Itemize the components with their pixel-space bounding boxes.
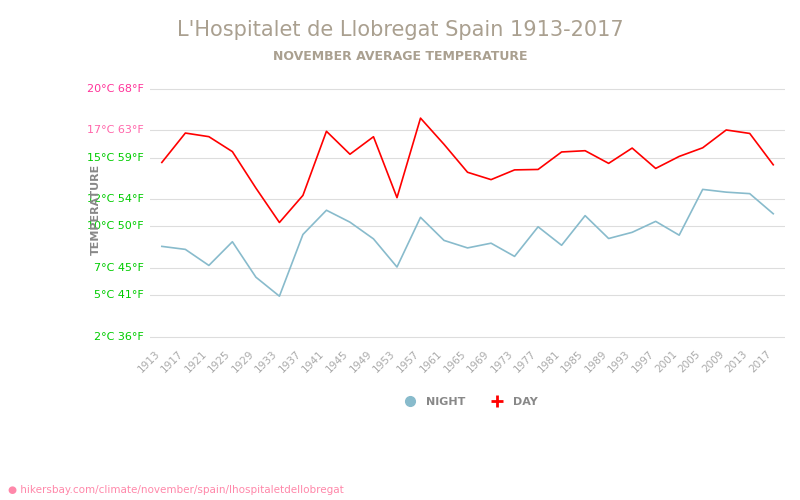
Text: 20°C 68°F: 20°C 68°F — [87, 84, 144, 94]
Text: 15°C 59°F: 15°C 59°F — [87, 152, 144, 162]
Text: NOVEMBER AVERAGE TEMPERATURE: NOVEMBER AVERAGE TEMPERATURE — [273, 50, 527, 63]
Text: TEMPERATURE: TEMPERATURE — [91, 164, 101, 255]
Text: 2°C 36°F: 2°C 36°F — [94, 332, 144, 342]
Text: 7°C 45°F: 7°C 45°F — [94, 262, 144, 272]
Legend: NIGHT, DAY: NIGHT, DAY — [392, 392, 542, 412]
Text: L'Hospitalet de Llobregat Spain 1913-2017: L'Hospitalet de Llobregat Spain 1913-201… — [177, 20, 623, 40]
Text: 5°C 41°F: 5°C 41°F — [94, 290, 144, 300]
Text: 17°C 63°F: 17°C 63°F — [87, 125, 144, 135]
Text: ● hikersbay.com/climate/november/spain/lhospitaletdellobregat: ● hikersbay.com/climate/november/spain/l… — [8, 485, 344, 495]
Text: 12°C 54°F: 12°C 54°F — [87, 194, 144, 204]
Text: 10°C 50°F: 10°C 50°F — [87, 222, 144, 232]
